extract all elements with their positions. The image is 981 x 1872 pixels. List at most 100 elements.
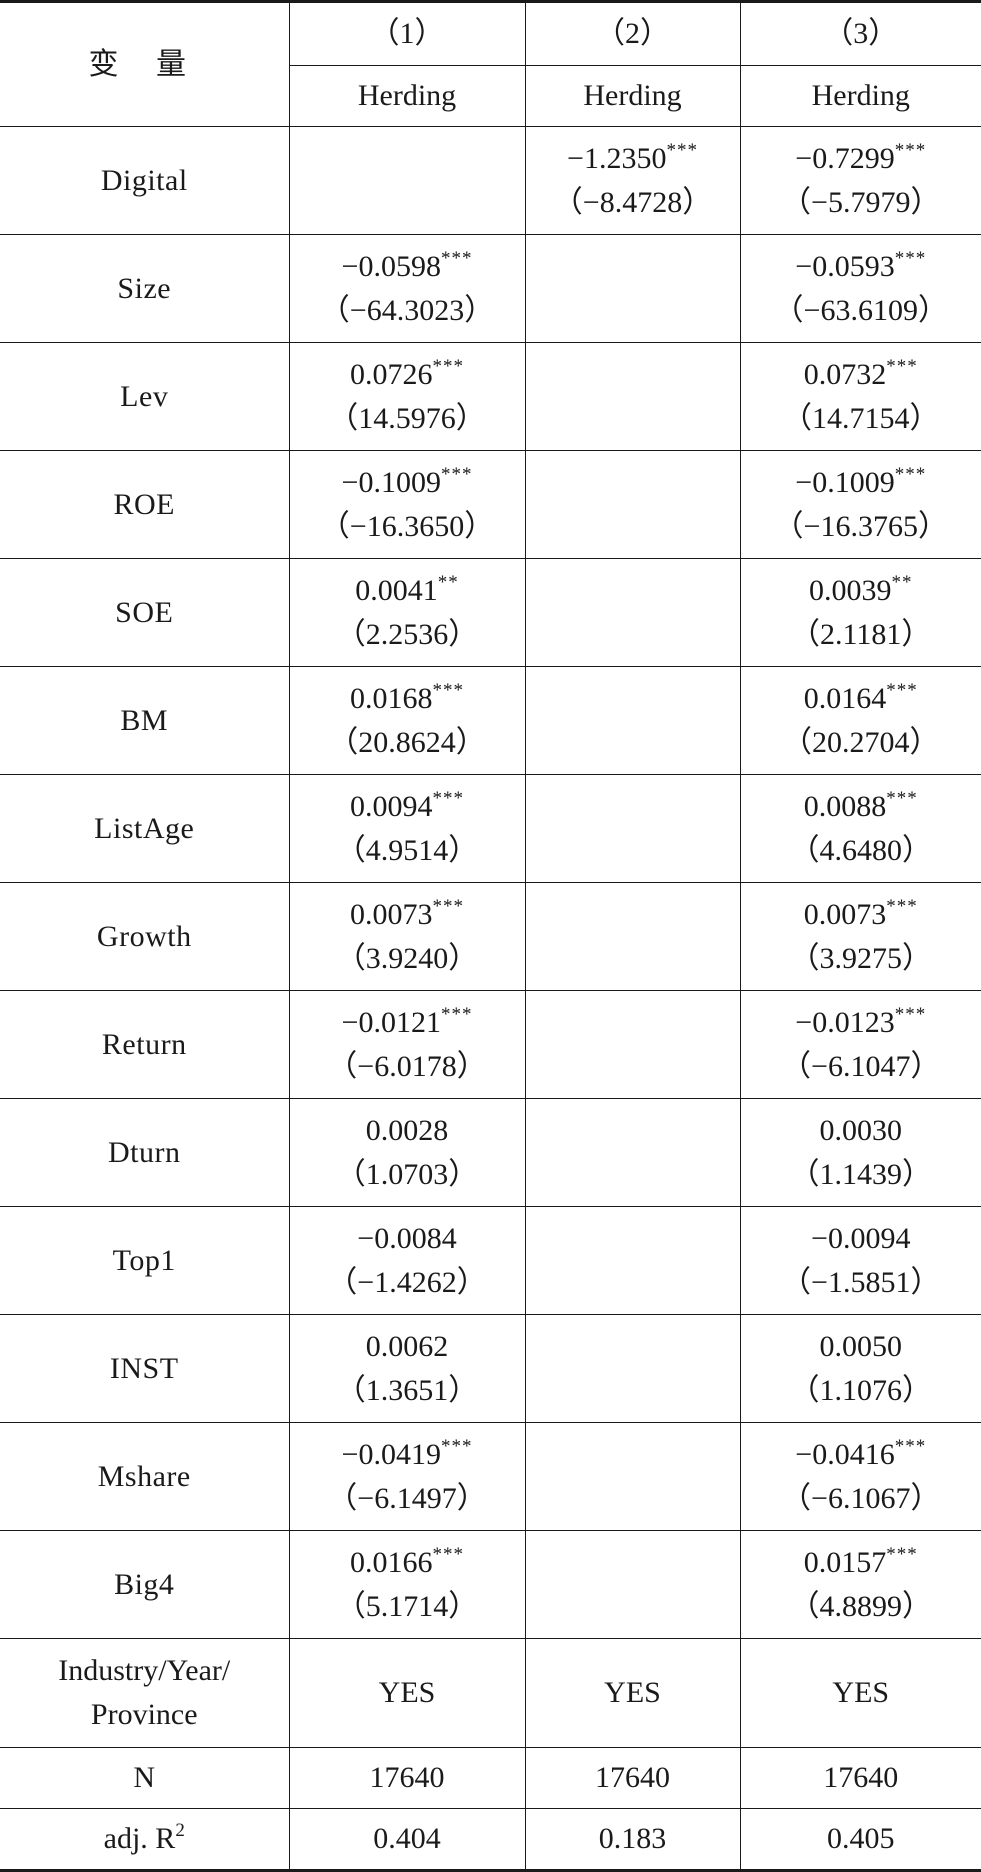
coefficient: −0.0416 [795,1438,894,1471]
variable-name: Dturn [0,1099,289,1207]
fixed-effects-value: YES [289,1639,525,1748]
dependent-header-2: Herding [525,66,740,127]
coefficient: 0.0157 [804,1546,887,1579]
coef-cell [525,667,740,775]
t-statistic: （−6.1047） [741,1045,981,1089]
variable-name: SOE [0,559,289,667]
significance-stars: *** [433,896,465,917]
t-statistic: （4.6480） [741,829,981,873]
coef-cell: 0.0028（1.0703） [289,1099,525,1207]
coefficient-line: −0.0084 [290,1217,525,1261]
coefficient-line: 0.0157*** [741,1541,981,1585]
coef-cell: −0.1009***（−16.3650） [289,451,525,559]
observations-value: 17640 [740,1748,981,1809]
coefficient-line: −0.0598*** [290,245,525,289]
coefficient: 0.0726 [350,358,433,391]
coef-cell [525,1531,740,1639]
coef-cell [525,451,740,559]
significance-stars: *** [666,140,698,161]
coefficient-line: 0.0073*** [290,893,525,937]
coefficient: 0.0094 [350,790,433,823]
coef-cell: −0.1009***（−16.3765） [740,451,981,559]
coefficient-line: −0.0593*** [741,245,981,289]
header-row-columns: 变 量 （1） （2） （3） [0,2,981,66]
coefficient-line: 0.0164*** [741,677,981,721]
t-statistic: （−63.6109） [741,289,981,333]
table-row: Return−0.0121***（−6.0178） −0.0123***（−6.1… [0,991,981,1099]
significance-stars: *** [886,896,918,917]
coef-cell: −0.0121***（−6.0178） [289,991,525,1099]
fixed-effects-label-line1: Industry/Year/ [0,1649,289,1693]
coefficient-line: 0.0062 [290,1325,525,1369]
coef-cell: 0.0094***（4.9514） [289,775,525,883]
coefficient-line: 0.0030 [741,1109,981,1153]
coefficient: 0.0732 [804,358,887,391]
coef-cell: 0.0088***（4.6480） [740,775,981,883]
fixed-effects-value: YES [740,1639,981,1748]
coefficient-line: 0.0028 [290,1109,525,1153]
t-statistic: （1.1076） [741,1369,981,1413]
coefficient: 0.0073 [804,898,887,931]
coef-cell: 0.0166***（5.1714） [289,1531,525,1639]
coefficient: −0.0121 [342,1006,441,1039]
t-statistic: （20.2704） [741,721,981,765]
table-row: Size−0.0598***（−64.3023）−0.0593***（−63.6… [0,235,981,343]
coefficient-line: 0.0094*** [290,785,525,829]
coef-cell [525,1099,740,1207]
significance-stars: ** [892,572,913,593]
adj-r2-value: 0.405 [740,1809,981,1871]
coefficient-line: −0.1009*** [741,461,981,505]
coefficient: 0.0168 [350,682,433,715]
significance-stars: *** [433,356,465,377]
table-row: Digital−1.2350***（−8.4728）−0.7299***（−5.… [0,127,981,235]
coef-cell: −0.0123***（−6.1047） [740,991,981,1099]
coefficient-line: −1.2350*** [526,137,740,181]
t-statistic: （−6.1067） [741,1477,981,1521]
significance-stars: ** [438,572,459,593]
significance-stars: *** [433,680,465,701]
coef-cell: −0.0419***（−6.1497） [289,1423,525,1531]
t-statistic: （−8.4728） [526,181,740,225]
coefficient: −0.0598 [342,250,441,283]
significance-stars: *** [895,1436,927,1457]
coefficient: −1.2350 [567,142,666,175]
significance-stars: *** [895,464,927,485]
t-statistic: （−1.5851） [741,1261,981,1305]
coefficient-line: −0.7299*** [741,137,981,181]
variable-name: ListAge [0,775,289,883]
coefficient: 0.0039 [809,574,892,607]
coefficient-line: 0.0050 [741,1325,981,1369]
variable-name: Top1 [0,1207,289,1315]
coefficient-line: 0.0732*** [741,353,981,397]
significance-stars: *** [433,1544,465,1565]
coef-cell: −0.0598***（−64.3023） [289,235,525,343]
t-statistic: （2.2536） [290,613,525,657]
t-statistic: （3.9240） [290,937,525,981]
dependent-header-3: Herding [740,66,981,127]
significance-stars: *** [886,788,918,809]
variable-name: Return [0,991,289,1099]
variable-name: INST [0,1315,289,1423]
coefficient-line: 0.0166*** [290,1541,525,1585]
observations-value: 17640 [525,1748,740,1809]
column-header-1: （1） [289,2,525,66]
coef-cell: 0.0168***（20.8624） [289,667,525,775]
coef-cell [525,343,740,451]
table-row: ROE−0.1009***（−16.3650）−0.1009***（−16.37… [0,451,981,559]
coef-cell [525,1207,740,1315]
coefficient: −0.0419 [342,1438,441,1471]
adj-r2-superscript: 2 [175,1820,185,1841]
coef-cell [525,775,740,883]
coefficient: −0.0094 [811,1222,910,1255]
coefficient: 0.0166 [350,1546,433,1579]
coef-cell: 0.0062（1.3651） [289,1315,525,1423]
significance-stars: *** [433,788,465,809]
coef-cell: −0.0094 （−1.5851） [740,1207,981,1315]
column-header-2: （2） [525,2,740,66]
significance-stars: *** [441,464,473,485]
